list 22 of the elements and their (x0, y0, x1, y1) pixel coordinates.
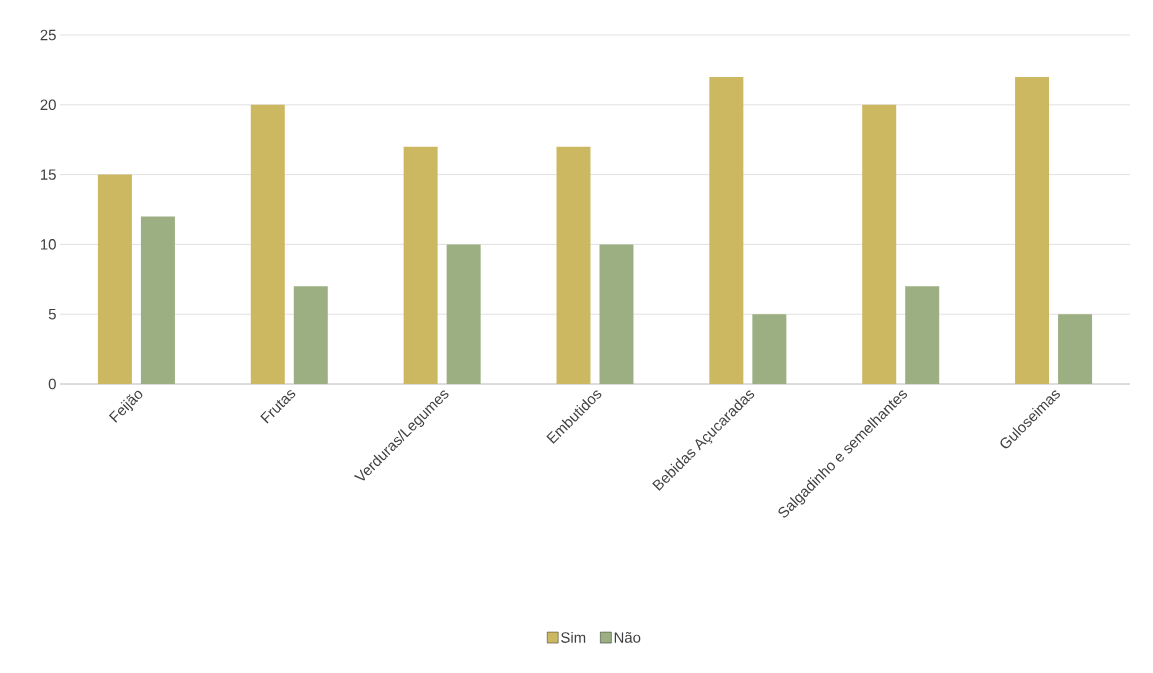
bar (1015, 76, 1050, 384)
bar (403, 146, 438, 384)
bar (140, 216, 175, 384)
bar (556, 146, 591, 384)
bar (293, 286, 328, 384)
y-tick-label: 0 (48, 378, 56, 390)
bar (752, 314, 787, 384)
bar (250, 104, 285, 384)
bar (905, 286, 940, 384)
bar (1058, 314, 1093, 384)
legend-label: Sim (561, 631, 586, 643)
legend-label: Não (614, 631, 641, 643)
bar (862, 104, 897, 384)
bar (446, 244, 481, 384)
y-tick-label: 10 (41, 239, 56, 250)
y-tick-label: 20 (40, 99, 56, 111)
y-tick-label: 5 (48, 308, 56, 320)
y-tick-label: 15 (41, 169, 56, 180)
bar (599, 244, 634, 384)
y-tick-label: 25 (40, 29, 56, 41)
bar (97, 174, 132, 384)
bar (709, 76, 744, 384)
